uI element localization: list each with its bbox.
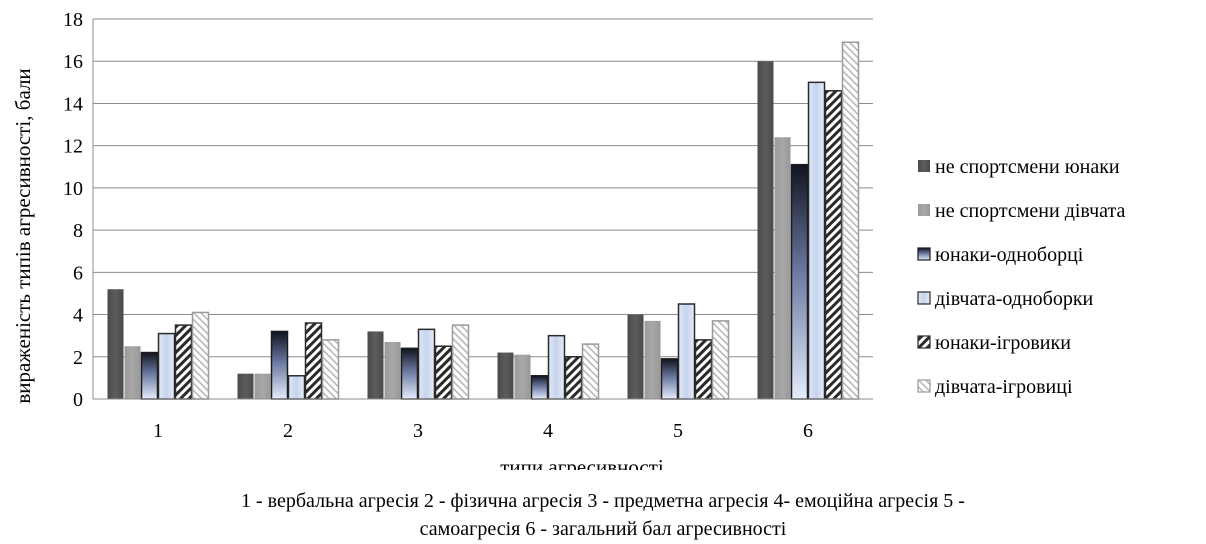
bar-series-2-cat-5 [644,320,661,399]
y-tick-label: 16 [63,51,83,73]
bar-series-1-cat-1 [107,289,124,399]
bar-series-1-cat-2 [237,373,254,399]
bar-series-1-cat-5 [627,314,644,399]
category-note-line-1: 1 - вербальна агресія 2 - фізична агресі… [241,490,965,512]
bar-series-5-cat-2 [304,322,323,400]
legend-label-5: юнаки-ігровики [935,332,1071,354]
legend-label-1: не спортсмени юнаки [935,156,1120,178]
bar-series-6-cat-6 [841,41,860,400]
x-tick-label: 3 [413,420,423,442]
bar-series-3-cat-6 [790,163,809,400]
x-tick-label: 6 [803,420,813,442]
bar-series-6-cat-1 [191,311,210,400]
bars [107,41,860,400]
bar-series-5-cat-1 [174,324,193,400]
bar-series-1-cat-6 [757,61,774,399]
bar-series-5-cat-6 [824,90,843,400]
y-tick-label: 2 [73,347,83,369]
gridlines [93,18,873,400]
bar-series-3-cat-5 [660,358,679,400]
y-tick-label: 12 [63,136,83,158]
legend-label-3: юнаки-одноборці [935,244,1084,266]
legend-swatch-3 [917,247,931,261]
x-axis-title: типи агресивності [500,455,664,470]
bar-series-6-cat-4 [581,343,600,400]
legend-label-4: дівчата-одноборки [935,288,1094,310]
bar-series-4-cat-5 [677,303,696,400]
bar-series-3-cat-2 [270,330,289,400]
bar-series-2-cat-2 [254,373,271,399]
bar-series-5-cat-3 [434,345,453,400]
legend: не спортсмени юнаки не спортсмени дівчата… [917,156,1126,398]
bar-series-4-cat-3 [417,328,436,400]
legend-swatch-4 [917,291,931,305]
bar-series-6-cat-3 [451,324,470,400]
bar-series-6-cat-2 [321,339,340,400]
bar-series-2-cat-1 [124,346,141,399]
bar-series-2-cat-6 [774,137,791,399]
bar-series-3-cat-3 [400,347,419,400]
y-tick-labels: 0 2 4 6 8 10 12 14 16 18 [63,9,83,411]
legend-swatch-6 [917,379,931,393]
y-tick-label: 18 [63,9,83,31]
x-tick-label: 5 [673,420,683,442]
legend-swatch-2 [918,204,930,216]
bar-series-3-cat-4 [530,375,549,400]
x-tick-label: 4 [543,420,553,442]
legend-label-2: не спортсмени дівчата [935,200,1126,222]
y-tick-label: 4 [73,305,83,327]
y-axis-title: вираженість типів агресивності, бали [11,68,35,403]
x-tick-labels: 1 2 3 4 5 6 [153,420,813,442]
y-tick-label: 6 [73,262,83,284]
legend-label-6: дівчата-ігровиці [935,376,1073,398]
bar-series-4-cat-2 [287,375,306,400]
legend-swatch-1 [918,160,930,172]
y-tick-label: 10 [63,178,83,200]
y-tick-label: 8 [73,220,83,242]
legend-swatch-5 [917,335,931,349]
x-tick-label: 2 [283,420,293,442]
bar-series-4-cat-6 [807,81,826,400]
bar-series-1-cat-3 [367,331,384,399]
bar-series-4-cat-4 [547,334,566,400]
y-tick-label: 14 [63,93,83,115]
bar-series-2-cat-4 [514,354,531,399]
x-tick-label: 1 [153,420,163,442]
y-tick-label: 0 [73,389,83,411]
bar-series-5-cat-4 [564,356,583,400]
bar-series-5-cat-5 [694,339,713,400]
bar-series-3-cat-1 [140,351,159,400]
axes [92,19,873,400]
bar-series-6-cat-5 [711,320,730,400]
bar-series-1-cat-4 [497,352,514,399]
bar-series-4-cat-1 [157,332,176,400]
category-note-line-2: самоагресія 6 - загальний бал агресивнос… [419,518,787,540]
bar-series-2-cat-3 [384,342,401,399]
